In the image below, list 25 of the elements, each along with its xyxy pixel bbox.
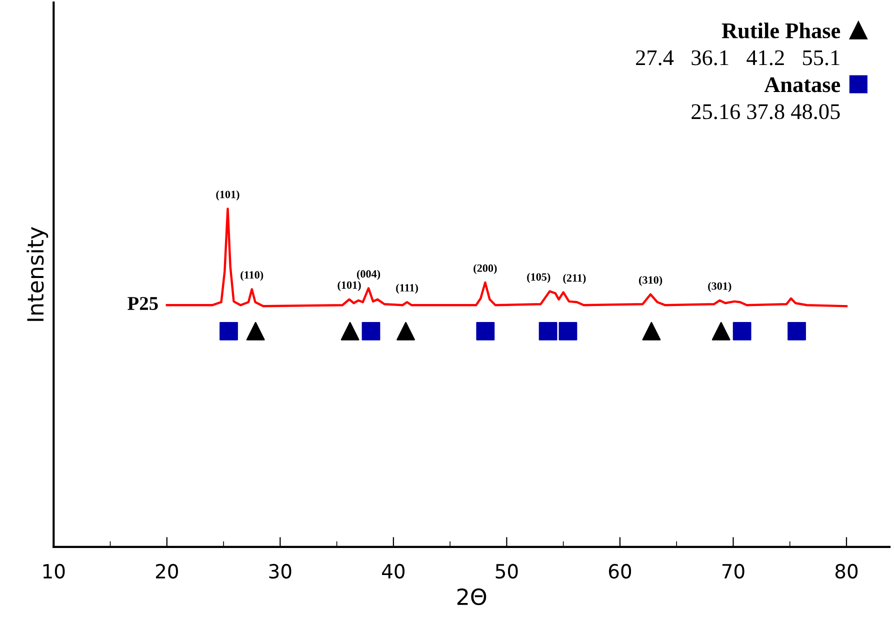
annotation: (200) [474,264,497,274]
annotation: (110) [240,270,264,281]
x-tick-label: 20 [156,564,178,579]
annotation: (211) [563,274,586,284]
x-axis-title: 2Θ [457,588,486,606]
legend-label: Rutile Phase [722,22,840,38]
x-tick-label: 80 [835,564,858,579]
x-tick-label: 30 [269,564,292,579]
text: 25.16 37.8 48.05 [692,104,840,120]
annotation: (105) [527,272,550,283]
x-tick-label: 60 [608,564,632,579]
series-label: P25 [128,296,158,310]
x-tick-label: 40 [382,564,405,579]
annotation: (310) [638,276,662,286]
text: 27.4 36.1 41.2 55.1 [636,50,840,66]
x-tick-label: 70 [722,564,744,579]
x-tick-label: 10 [43,564,65,579]
annotation: (301) [708,282,732,292]
x-tick-label: 50 [496,564,518,579]
annotation: (101) [338,280,361,292]
y-axis-title: Intensity [26,227,48,321]
annotation: (101) [216,190,240,200]
annotation: (004) [356,270,380,280]
annotation: (111) [396,284,418,294]
legend-label: Anatase [764,77,840,92]
